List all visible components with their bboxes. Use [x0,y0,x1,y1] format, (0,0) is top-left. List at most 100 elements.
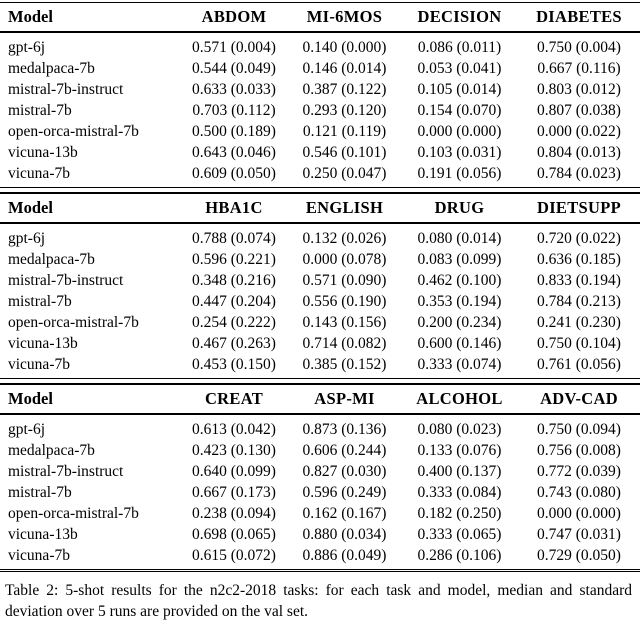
median-std-cell: 0.720 (0.022) [537,230,621,247]
model-column-header: Model [0,193,180,224]
header-row: Model ABDOM MI-6MOS DECISION DIABETES [0,2,640,33]
median-std-cell: 0.750 (0.104) [537,335,621,352]
median-std-cell: 0.807 (0.038) [537,102,621,119]
task-column-header: ABDOM [180,2,288,33]
median-std-cell: 0.250 (0.047) [302,165,387,182]
median-std-cell: 0.191 (0.056) [417,165,502,182]
header-row: Model CREAT ASP-MI ALCOHOL ADV-CAD [0,384,640,415]
median-std-cell: 0.467 (0.263) [192,335,276,352]
median-std-cell: 0.293 (0.120) [302,102,387,119]
median-std-cell: 0.880 (0.034) [302,526,387,543]
task-column-header: HBA1C [180,193,288,224]
median-std-cell: 0.182 (0.250) [417,505,502,522]
median-std-cell: 0.241 (0.230) [537,314,621,331]
table-row: mistral-7b 0.447 (0.204) 0.556 (0.190) 0.35… [0,291,640,312]
median-std-cell: 0.633 (0.033) [192,81,276,98]
median-std-cell: 0.385 (0.152) [302,356,387,373]
median-std-cell: 0.747 (0.031) [537,526,621,543]
model-name-cell: gpt-6j [8,421,46,438]
median-std-cell: 0.154 (0.070) [417,102,502,119]
model-name-cell: vicuna-7b [8,356,70,373]
median-std-cell: 0.083 (0.099) [417,251,502,268]
median-std-cell: 0.238 (0.094) [192,505,276,522]
median-std-cell: 0.254 (0.222) [192,314,276,331]
task-column-header: DRUG [401,193,518,224]
median-std-cell: 0.000 (0.000) [417,123,502,140]
table-row: medalpaca-7b 0.423 (0.130) 0.606 (0.244) 0.… [0,440,640,461]
model-name-cell: vicuna-13b [8,144,78,161]
median-std-cell: 0.162 (0.167) [302,505,387,522]
median-std-cell: 0.000 (0.022) [537,123,621,140]
median-std-cell: 0.333 (0.065) [417,526,502,543]
model-name-cell: vicuna-13b [8,335,78,352]
median-std-cell: 0.667 (0.116) [537,60,621,77]
median-std-cell: 0.053 (0.041) [417,60,502,77]
model-name-cell: mistral-7b-instruct [8,81,124,98]
median-std-cell: 0.640 (0.099) [192,463,276,480]
model-name-cell: vicuna-7b [8,547,70,564]
median-std-cell: 0.121 (0.119) [302,123,387,140]
median-std-cell: 0.756 (0.008) [537,442,621,459]
median-std-cell: 0.387 (0.122) [302,81,387,98]
model-name-cell: open-orca-mistral-7b [8,314,139,331]
table-row: medalpaca-7b 0.596 (0.221) 0.000 (0.078) 0.… [0,249,640,270]
table-row: vicuna-13b 0.643 (0.046) 0.546 (0.101) 0.10… [0,142,640,163]
median-std-cell: 0.784 (0.023) [537,165,621,182]
median-std-cell: 0.596 (0.221) [192,251,276,268]
median-std-cell: 0.546 (0.101) [302,144,387,161]
median-std-cell: 0.886 (0.049) [302,547,387,564]
median-std-cell: 0.200 (0.234) [417,314,502,331]
table-row: vicuna-7b 0.615 (0.072) 0.886 (0.049) 0.286… [0,545,640,571]
task-column-header: DECISION [401,2,518,33]
median-std-cell: 0.453 (0.150) [192,356,276,373]
median-std-cell: 0.103 (0.031) [417,144,502,161]
median-std-cell: 0.613 (0.042) [192,421,276,438]
task-column-header: CREAT [180,384,288,415]
model-name-cell: open-orca-mistral-7b [8,123,139,140]
median-std-cell: 0.080 (0.023) [417,421,502,438]
median-std-cell: 0.750 (0.094) [537,421,621,438]
median-std-cell: 0.596 (0.249) [302,484,387,501]
median-std-cell: 0.000 (0.078) [302,251,387,268]
task-column-header: ADV-CAD [518,384,640,415]
table-row: mistral-7b-instruct 0.348 (0.216) 0.571 (0… [0,270,640,291]
task-column-header: DIABETES [518,2,640,33]
model-name-cell: mistral-7b [8,484,72,501]
median-std-cell: 0.353 (0.194) [417,293,502,310]
table-row: open-orca-mistral-7b 0.238 (0.094) 0.162 (… [0,503,640,524]
results-table-section-3: Model CREAT ASP-MI ALCOHOL ADV-CAD gpt-6j 0.61… [0,383,640,572]
median-std-cell: 0.761 (0.056) [537,356,621,373]
model-name-cell: mistral-7b [8,102,72,119]
median-std-cell: 0.447 (0.204) [192,293,276,310]
table-row: mistral-7b 0.667 (0.173) 0.596 (0.249) 0.33… [0,482,640,503]
median-std-cell: 0.788 (0.074) [192,230,276,247]
table-row: medalpaca-7b 0.544 (0.049) 0.146 (0.014) 0.… [0,58,640,79]
model-name-cell: vicuna-7b [8,165,70,182]
model-name-cell: gpt-6j [8,230,46,247]
median-std-cell: 0.348 (0.216) [192,272,276,289]
table-row: gpt-6j 0.613 (0.042) 0.873 (0.136) 0.080 (0… [0,414,640,440]
median-std-cell: 0.750 (0.004) [537,39,621,56]
task-column-header: MI-6MOS [288,2,401,33]
median-std-cell: 0.636 (0.185) [537,251,621,268]
table-caption: Table 2: 5-shot results for the n2c2-201… [5,582,632,620]
median-std-cell: 0.423 (0.130) [192,442,276,459]
table-row: mistral-7b 0.703 (0.112) 0.293 (0.120) 0.15… [0,100,640,121]
task-column-header: ASP-MI [288,384,401,415]
median-std-cell: 0.146 (0.014) [302,60,387,77]
median-std-cell: 0.140 (0.000) [302,39,387,56]
table-row: vicuna-13b 0.467 (0.263) 0.714 (0.082) 0.60… [0,333,640,354]
median-std-cell: 0.132 (0.026) [302,230,387,247]
table-row: gpt-6j 0.571 (0.004) 0.140 (0.000) 0.086 (0… [0,32,640,58]
median-std-cell: 0.772 (0.039) [537,463,621,480]
model-name-cell: mistral-7b [8,293,72,310]
median-std-cell: 0.286 (0.106) [417,547,502,564]
model-name-cell: gpt-6j [8,39,46,56]
table-row: open-orca-mistral-7b 0.500 (0.189) 0.121 (… [0,121,640,142]
median-std-cell: 0.000 (0.000) [537,505,621,522]
median-std-cell: 0.803 (0.012) [537,81,621,98]
median-std-cell: 0.571 (0.004) [192,39,276,56]
model-name-cell: vicuna-13b [8,526,78,543]
median-std-cell: 0.133 (0.076) [417,442,502,459]
